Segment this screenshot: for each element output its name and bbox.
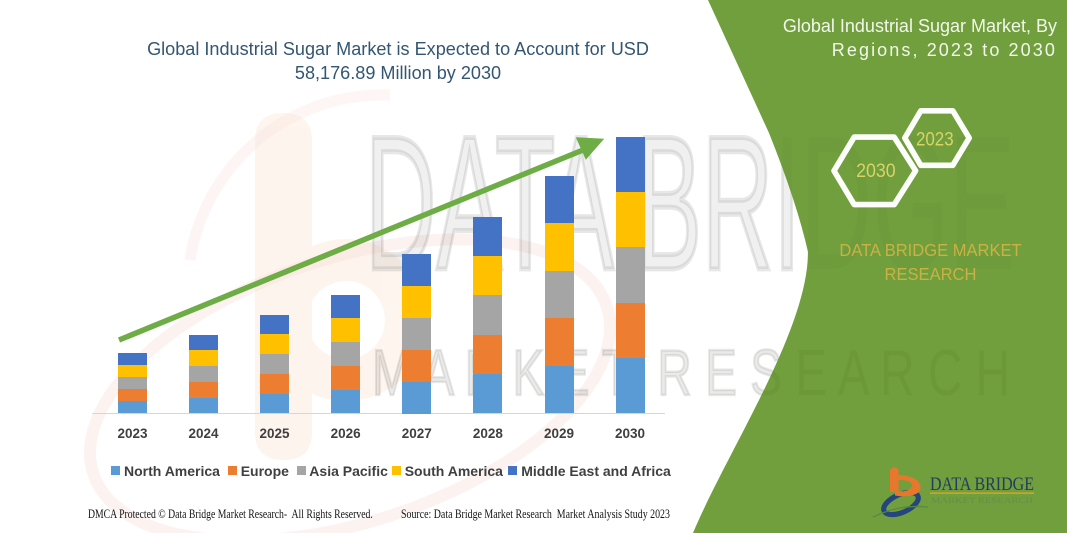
- svg-text:2023: 2023: [916, 128, 954, 150]
- svg-text:2030: 2030: [856, 160, 896, 182]
- svg-text:DATA BRIDGE: DATA BRIDGE: [930, 474, 1034, 495]
- svg-text:MARKET RESEARCH: MARKET RESEARCH: [931, 496, 1033, 505]
